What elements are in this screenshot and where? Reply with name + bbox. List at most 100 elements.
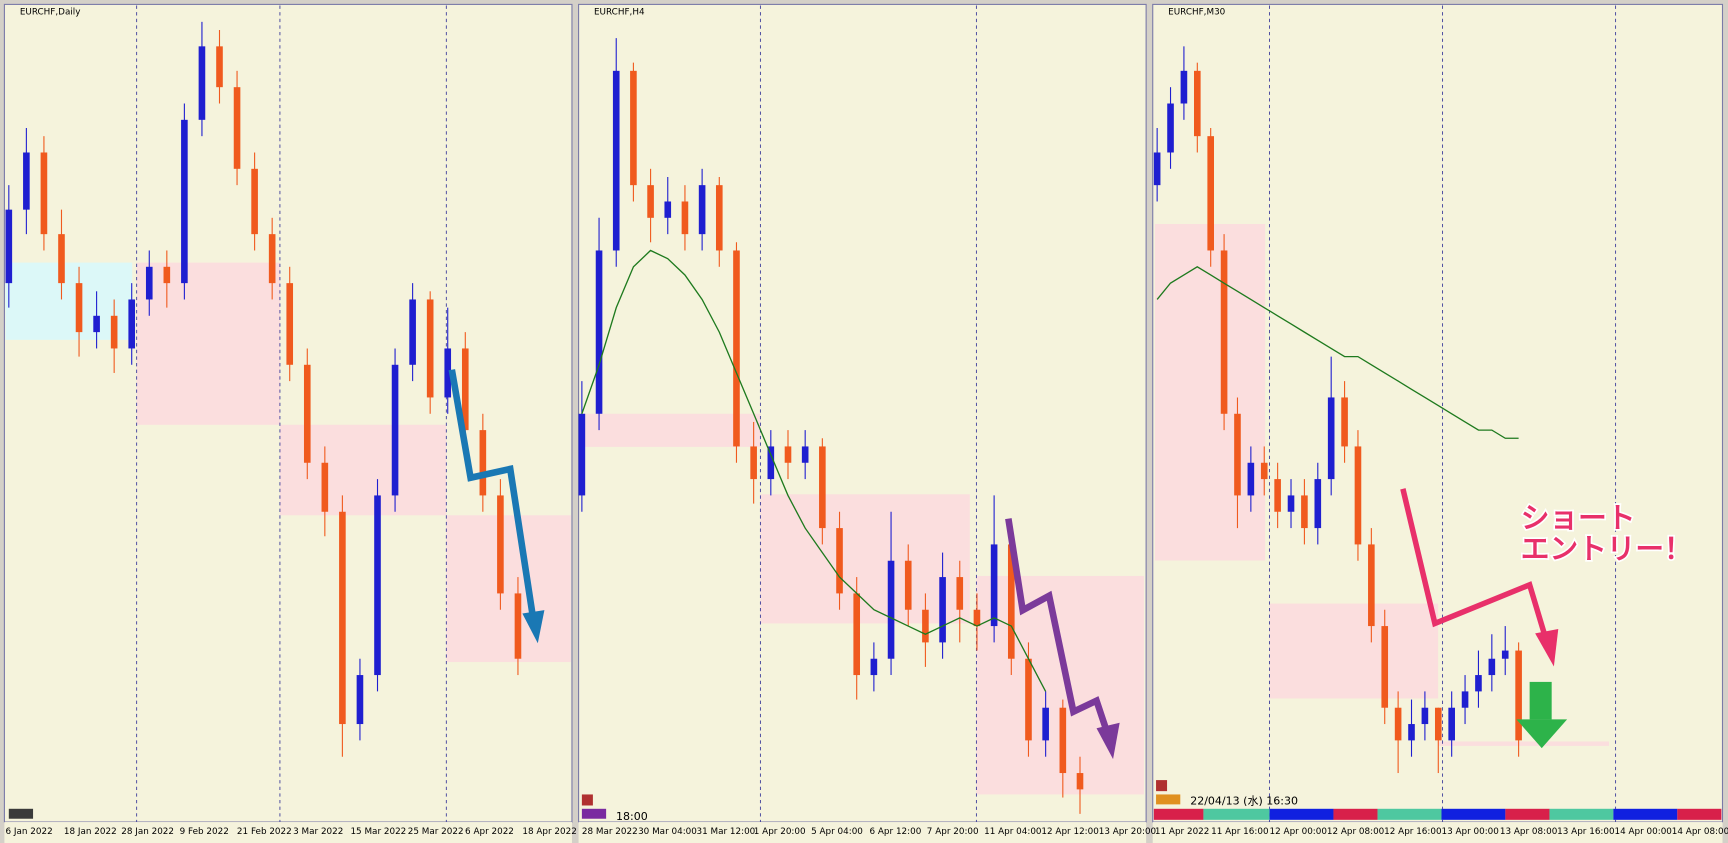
candle-body [698, 185, 706, 235]
candle-body [1301, 495, 1308, 529]
color-strip [1153, 808, 1722, 820]
strip [1203, 808, 1270, 820]
arrowhead [1535, 628, 1559, 667]
x-axis-label: 25 Mar 2022 [408, 827, 464, 837]
zone [1269, 603, 1439, 699]
candle-body [1234, 413, 1241, 496]
candle-body [1042, 707, 1049, 741]
candle-body [1394, 707, 1402, 741]
candle-body [23, 152, 30, 210]
time-label: 18:00 [616, 810, 648, 823]
candle-body [1434, 707, 1442, 741]
x-axis-label: 6 Apr 12:00 [870, 827, 922, 837]
icon [581, 808, 607, 819]
candle-body [1153, 152, 1161, 186]
candle-body [681, 201, 689, 235]
strip [1333, 808, 1378, 820]
data-layer: 6 Jan 2022 18 Jan 2022 28 Jan 2022 9 Feb 20… [5, 21, 1728, 837]
candle-body [163, 266, 171, 284]
candle-body [1180, 70, 1188, 104]
arrow [1400, 488, 1549, 641]
x-axis-label: 1 Apr 20:00 [754, 827, 806, 837]
zone [136, 262, 280, 425]
x-axis-label: 11 Apr 04:00 [984, 827, 1042, 837]
strip [1549, 808, 1614, 820]
candle-body [801, 446, 809, 463]
candle-body [1515, 650, 1522, 741]
x-axis-label: 14 Apr 00:00 [1614, 827, 1672, 837]
candle-body [1025, 658, 1032, 741]
candle-body [767, 446, 775, 480]
candle-body [1007, 544, 1015, 659]
candle-body [1341, 397, 1348, 447]
time-label: 22/04/13 (水) 16:30 [1190, 794, 1298, 807]
candle-body [75, 283, 83, 333]
strip [1505, 808, 1550, 820]
zone [580, 413, 761, 447]
candle-body [356, 675, 364, 725]
x-axis-label: 31 Mar 12:00 [696, 827, 755, 837]
candle-body [630, 70, 637, 186]
candle-body [5, 209, 13, 284]
candle-body [1421, 707, 1429, 725]
x-axis-label: 13 Apr 08:00 [1500, 827, 1558, 837]
candle-body [1327, 397, 1335, 480]
candle-body [1247, 462, 1255, 496]
candle-body [887, 560, 895, 659]
candle-body [1488, 658, 1496, 676]
candle-body [1167, 103, 1174, 153]
strip [1269, 808, 1334, 820]
x-axis-label: 13 Apr 00:00 [1441, 827, 1499, 837]
icon [581, 794, 593, 806]
candle-body [339, 511, 346, 725]
candle-body [1475, 675, 1482, 692]
candle-body [904, 560, 912, 610]
icon [1156, 780, 1168, 792]
x-axis-label: 28 Jan 2022 [121, 827, 174, 837]
x-axis-label: 6 Apr 2022 [465, 827, 514, 837]
candle-body [444, 348, 452, 398]
candle-body [93, 315, 100, 333]
candle-body [391, 364, 399, 496]
candle-body [956, 577, 964, 610]
candle-body [1076, 773, 1084, 790]
panel-title: EURCHF,Daily [20, 7, 81, 17]
candle-body [612, 70, 620, 251]
candle-body [233, 87, 241, 169]
down-arrow [1529, 681, 1552, 720]
zone [760, 494, 970, 624]
icon [8, 808, 34, 819]
candle-body [939, 577, 946, 643]
x-axis-label: 3 Mar 2022 [293, 827, 343, 837]
strip [1613, 808, 1678, 820]
candle-body [321, 462, 329, 512]
annotation: ショート [1521, 500, 1636, 534]
candle-body [1354, 446, 1362, 545]
candle-body [784, 446, 792, 463]
arrows [448, 369, 1568, 760]
candle-body [578, 413, 586, 496]
arrowhead [522, 610, 545, 644]
x-axis-label: 6 Jan 2022 [6, 827, 53, 837]
candle-body [1207, 136, 1215, 251]
icon [1156, 794, 1181, 805]
candle-body [479, 430, 487, 496]
candle-body [497, 495, 504, 594]
candle-body [1059, 707, 1067, 774]
candle-body [1381, 626, 1389, 708]
candle-body [268, 234, 276, 284]
candle-body [198, 46, 206, 120]
candle-body [1448, 707, 1455, 741]
x-axis-label: 13 Apr 16:00 [1557, 827, 1615, 837]
candle-body [1260, 462, 1268, 480]
candle-body [973, 609, 981, 627]
candle-body [461, 348, 469, 431]
candle-body [1314, 479, 1322, 529]
x-axis-label: 18 Jan 2022 [64, 827, 117, 837]
candle-body [514, 593, 522, 659]
moving-average [1156, 266, 1519, 439]
x-axis-label: 7 Apr 20:00 [927, 827, 979, 837]
candle-body [1408, 724, 1415, 741]
